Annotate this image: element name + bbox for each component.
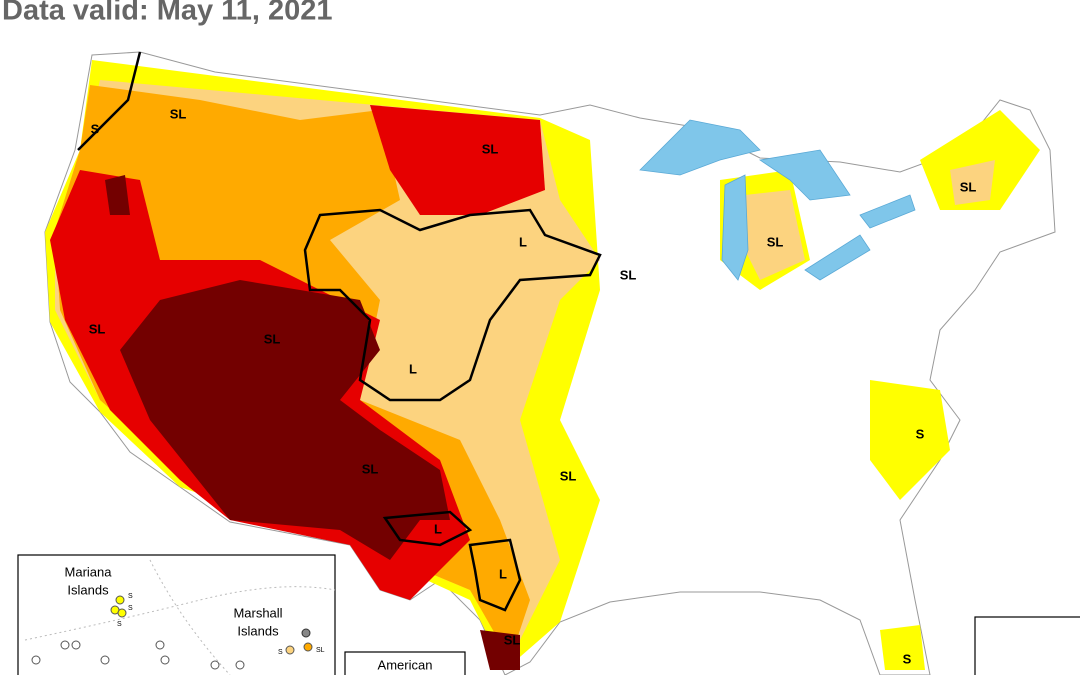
region-label: SL [362, 461, 379, 476]
island-name: Mariana [65, 564, 113, 579]
region-label: SL [170, 106, 187, 121]
region-label: L [434, 521, 442, 536]
region-label: SL [620, 267, 637, 282]
dot-label: S [128, 605, 133, 612]
region-label: L [519, 234, 527, 249]
boundaries [77, 51, 602, 612]
dot-label: S [128, 593, 133, 600]
region-label: SL [264, 331, 281, 346]
region-label: SL [767, 234, 784, 249]
region-label: S [91, 121, 100, 136]
region-label: S [916, 426, 925, 441]
region-label: L [409, 361, 417, 376]
pacific-inset [17, 554, 336, 675]
island-name: Marshall [233, 605, 282, 620]
region-label: S [903, 651, 912, 666]
region-label: SL [504, 632, 521, 647]
inset-title: American [378, 657, 433, 672]
region-label: SL [960, 179, 977, 194]
samoa-inset [344, 651, 466, 675]
island-name: Islands [67, 582, 109, 597]
island-name: Islands [237, 623, 279, 638]
dot-label: S [278, 649, 283, 656]
dot-label: SL [316, 647, 325, 654]
region-label: SL [560, 468, 577, 483]
other-inset [974, 616, 1080, 675]
region-label: SL [482, 141, 499, 156]
map-title: Data valid: May 11, 2021 [2, 0, 332, 27]
great-lakes [639, 119, 916, 281]
region-label: SL [89, 321, 106, 336]
dot-label: S [117, 621, 122, 628]
drought-areas [45, 60, 1040, 670]
region-label: L [499, 566, 507, 581]
